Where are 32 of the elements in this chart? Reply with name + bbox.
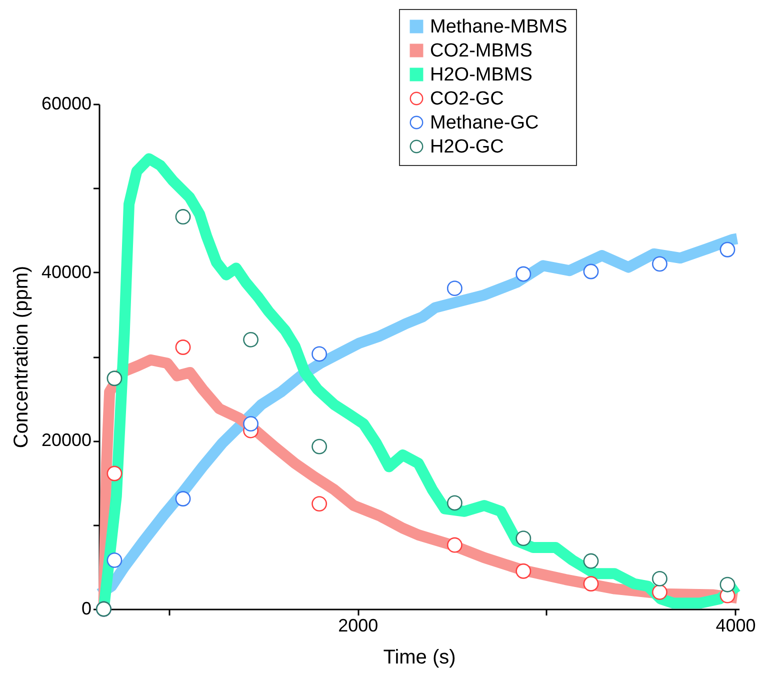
point xyxy=(720,576,736,592)
point xyxy=(583,264,599,280)
y-tick-label: 60000 xyxy=(41,94,92,114)
point xyxy=(106,552,122,568)
point xyxy=(652,256,668,272)
point xyxy=(312,346,328,362)
y-tick-label: 0 xyxy=(81,598,92,618)
point xyxy=(583,576,599,592)
point xyxy=(583,553,599,569)
legend-label: CO2-MBMS xyxy=(430,40,532,62)
y-tick-label: 40000 xyxy=(41,262,92,282)
x-tick-label: 4000 xyxy=(716,616,756,636)
legend-label: H2O-GC xyxy=(430,136,504,158)
point xyxy=(652,584,668,600)
point xyxy=(175,491,191,506)
point xyxy=(516,530,532,546)
y-axis-title: Concentration (ppm) xyxy=(10,266,32,448)
point xyxy=(446,495,462,511)
y-tick-label: 20000 xyxy=(41,430,92,450)
point xyxy=(106,466,122,482)
point xyxy=(516,266,532,282)
point xyxy=(516,563,532,579)
point xyxy=(243,416,259,432)
legend-label: Methane-GC xyxy=(430,112,539,134)
point xyxy=(106,370,122,386)
point xyxy=(720,242,736,258)
legend-label: Methane-MBMS xyxy=(430,16,568,38)
point xyxy=(446,537,462,553)
legend-label: H2O-MBMS xyxy=(430,64,532,86)
legend-label: CO2-GC xyxy=(430,88,504,110)
x-tick-label: 2000 xyxy=(338,616,378,636)
x-axis-title: Time (s) xyxy=(383,646,456,668)
